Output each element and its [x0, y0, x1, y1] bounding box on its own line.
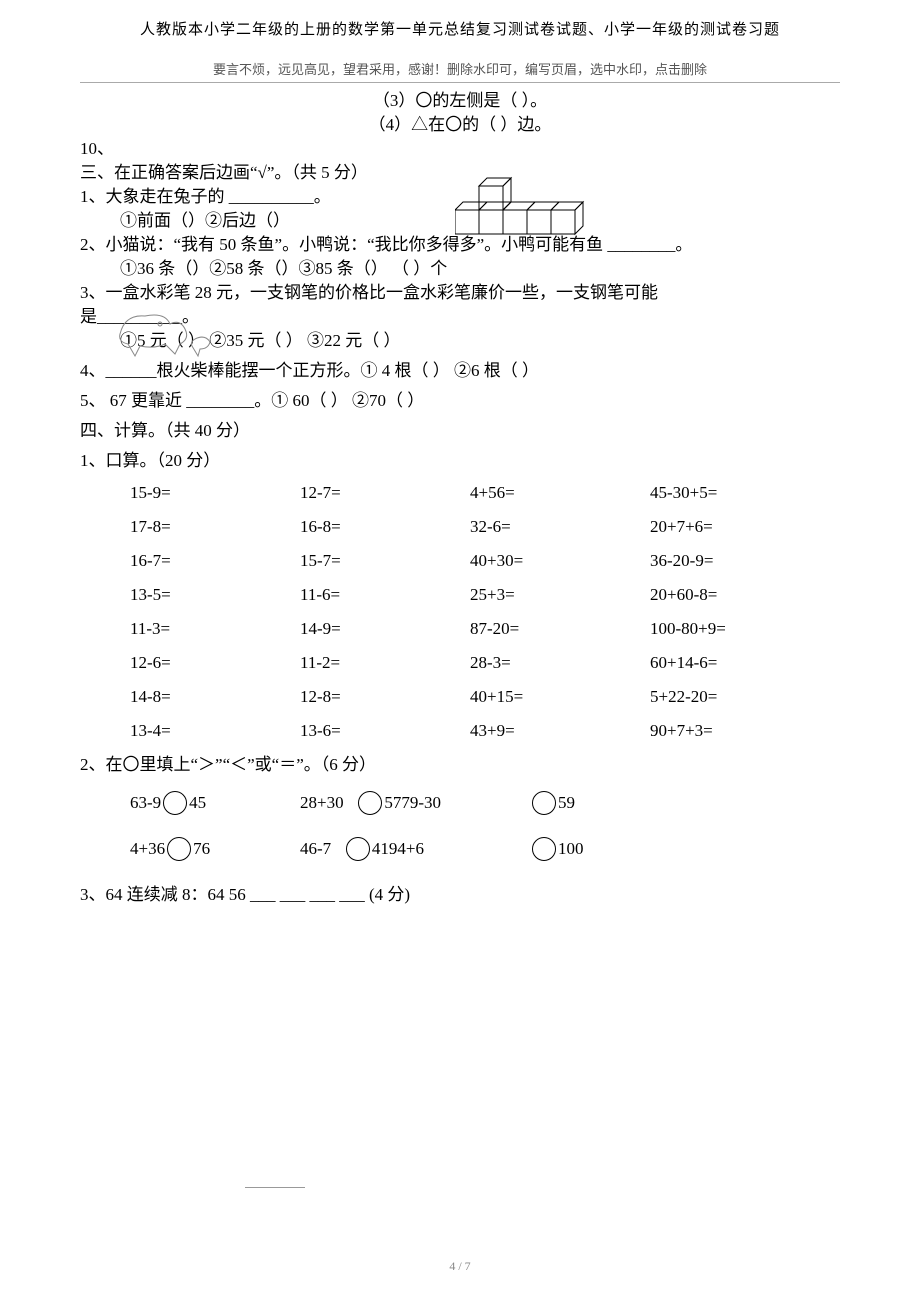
- calc-cell: 16-8=: [300, 515, 470, 539]
- comp-row: 63-9 45 28+30 5779-30 59: [130, 791, 840, 815]
- circle-blank-icon: [167, 837, 191, 861]
- comp-expr: 5779-30: [384, 791, 441, 815]
- calc-cell: 12-7=: [300, 481, 470, 505]
- sec3-q2-opts: ①36 条（）②58 条（）③85 条（） （ ）个: [80, 257, 840, 281]
- calc-cell: 43+9=: [470, 719, 650, 743]
- comp-expr: 4194+6: [372, 837, 424, 861]
- calc-cell: 15-9=: [130, 481, 300, 505]
- comp-expr: 28+30: [300, 791, 344, 815]
- sec4-sub2-title: 2、在〇里填上“＞”“＜”或“＝”。（6 分）: [80, 753, 840, 777]
- header-note: 要言不烦，远见高见，望君采用，感谢！删除水印可，编写页眉，选中水印，点击删除: [80, 59, 840, 78]
- sec4-sub1-title: 1、口算。（20 分）: [80, 449, 840, 473]
- comp-row: 4+36 76 46-7 4194+6 100: [130, 837, 840, 861]
- elephant-drawing-icon: [110, 294, 220, 364]
- calc-grid: 15-9= 12-7= 4+56= 45-30+5= 17-8= 16-8= 3…: [130, 481, 840, 743]
- circle-blank-icon: [532, 791, 556, 815]
- calc-cell: 11-6=: [300, 583, 470, 607]
- cubes-diagram-icon: [455, 170, 595, 250]
- comp-val: 76: [193, 837, 210, 861]
- comp-val: 45: [189, 791, 206, 815]
- pre-line-4: （4）△在〇的（ ）边。: [80, 113, 840, 137]
- circle-blank-icon: [163, 791, 187, 815]
- doc-title: 人教版本小学二年级的上册的数学第一单元总结复习测试卷试题、小学一年级的测试卷习题: [80, 18, 840, 39]
- calc-cell: 14-8=: [130, 685, 300, 709]
- calc-row: 15-9= 12-7= 4+56= 45-30+5=: [130, 481, 840, 505]
- calc-cell: 13-6=: [300, 719, 470, 743]
- calc-cell: 20+7+6=: [650, 515, 840, 539]
- circle-blank-icon: [346, 837, 370, 861]
- comp-expr: 63-9: [130, 791, 161, 815]
- calc-cell: 11-3=: [130, 617, 300, 641]
- calc-cell: 12-8=: [300, 685, 470, 709]
- circle-blank-icon: [358, 791, 382, 815]
- calc-cell: 40+15=: [470, 685, 650, 709]
- calc-cell: 36-20-9=: [650, 549, 840, 573]
- calc-cell: 40+30=: [470, 549, 650, 573]
- calc-cell: 4+56=: [470, 481, 650, 505]
- calc-cell: 17-8=: [130, 515, 300, 539]
- comp-expr: 46-7: [300, 837, 331, 861]
- calc-row: 16-7= 15-7= 40+30= 36-20-9=: [130, 549, 840, 573]
- pre-line-3: （3）〇的左侧是（ ）。: [80, 89, 840, 113]
- calc-row: 11-3= 14-9= 87-20= 100-80+9=: [130, 617, 840, 641]
- calc-cell: 100-80+9=: [650, 617, 840, 641]
- calc-cell: 13-5=: [130, 583, 300, 607]
- calc-cell: 11-2=: [300, 651, 470, 675]
- calc-cell: 25+3=: [470, 583, 650, 607]
- calc-cell: 14-9=: [300, 617, 470, 641]
- short-mark: [245, 1187, 305, 1188]
- calc-cell: 87-20=: [470, 617, 650, 641]
- calc-cell: 16-7=: [130, 549, 300, 573]
- sec3-q5: 5、 67 更靠近 ________。① 60（ ） ②70（ ）: [80, 389, 840, 413]
- calc-cell: 90+7+3=: [650, 719, 840, 743]
- calc-cell: 15-7=: [300, 549, 470, 573]
- comp-grid: 63-9 45 28+30 5779-30 59 4+36: [130, 791, 840, 861]
- calc-cell: 32-6=: [470, 515, 650, 539]
- page-footer: 4 / 7: [0, 1259, 920, 1274]
- calc-row: 13-5= 11-6= 25+3= 20+60-8=: [130, 583, 840, 607]
- circle-blank-icon: [532, 837, 556, 861]
- calc-row: 13-4= 13-6= 43+9= 90+7+3=: [130, 719, 840, 743]
- comp-expr: 4+36: [130, 837, 165, 861]
- comp-val: 100: [558, 837, 584, 861]
- calc-row: 17-8= 16-8= 32-6= 20+7+6=: [130, 515, 840, 539]
- calc-cell: 45-30+5=: [650, 481, 840, 505]
- calc-cell: 13-4=: [130, 719, 300, 743]
- calc-cell: 20+60-8=: [650, 583, 840, 607]
- comp-val: 59: [558, 791, 575, 815]
- sec4-sub3: 3、64 连续减 8：64 56 ___ ___ ___ ___ (4 分): [80, 883, 840, 907]
- header-divider: [80, 82, 840, 83]
- calc-row: 12-6= 11-2= 28-3= 60+14-6=: [130, 651, 840, 675]
- calc-cell: 28-3=: [470, 651, 650, 675]
- q10-label: 10、: [80, 137, 840, 161]
- calc-row: 14-8= 12-8= 40+15= 5+22-20=: [130, 685, 840, 709]
- sec4-title: 四、计算。（共 40 分）: [80, 419, 840, 443]
- calc-cell: 12-6=: [130, 651, 300, 675]
- calc-cell: 60+14-6=: [650, 651, 840, 675]
- calc-cell: 5+22-20=: [650, 685, 840, 709]
